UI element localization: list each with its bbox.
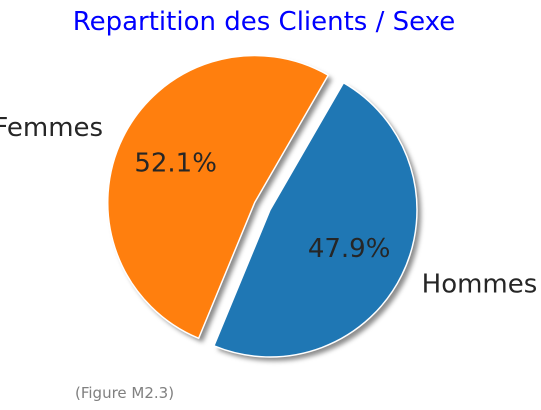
slice-labels: 47.9% Hommes 52.1% Femmes <box>0 113 537 300</box>
pie-slice-hommes <box>212 81 418 358</box>
figure-caption: (Figure M2.3) <box>75 384 174 402</box>
chart-title: Repartition des Clients / Sexe <box>73 7 456 37</box>
category-label-hommes: Hommes <box>422 270 538 300</box>
category-label-femmes: Femmes <box>0 113 103 143</box>
percent-label-hommes: 47.9% <box>308 234 391 264</box>
pie-slice-femmes <box>107 54 330 340</box>
pie-slices <box>107 54 418 358</box>
percent-label-femmes: 52.1% <box>134 149 217 179</box>
